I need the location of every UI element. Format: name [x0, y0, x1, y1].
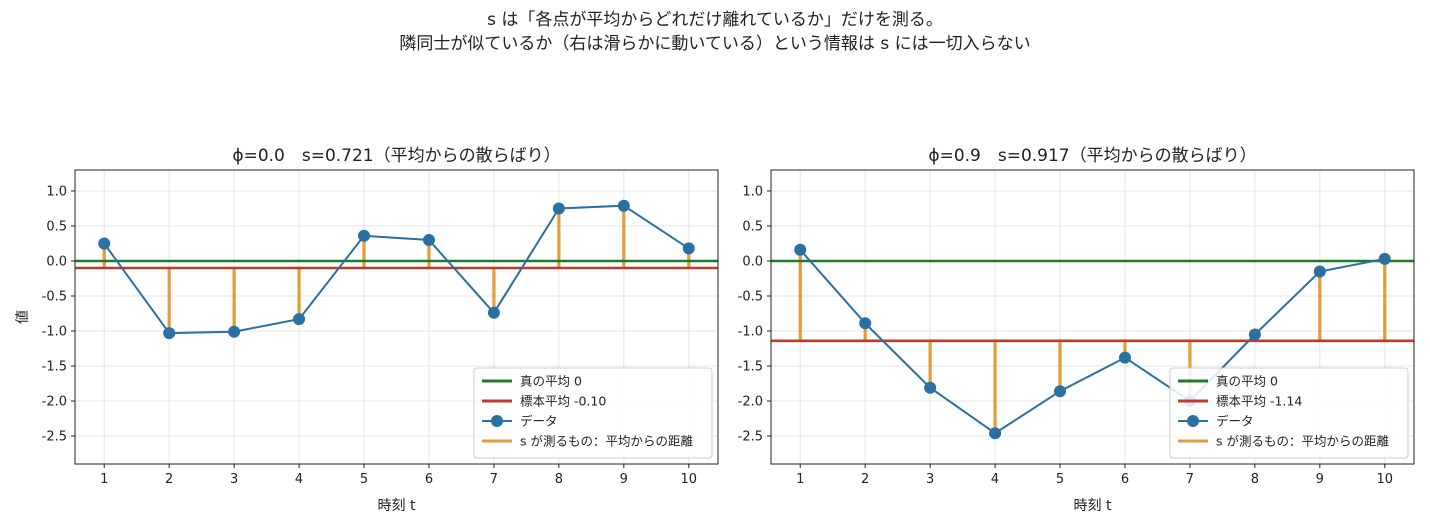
legend-entry-deviation-label: s が測るもの：平均からの距離: [520, 434, 693, 449]
y-tick-label: -2.5: [738, 430, 763, 445]
legend-entry-true-mean-label: 真の平均 0: [1216, 374, 1278, 389]
x-tick-label: 1: [100, 472, 108, 487]
x-tick-label: 5: [1056, 472, 1064, 487]
plot-frame: [74, 169, 719, 465]
y-tick-label: -2.5: [42, 430, 67, 445]
plot-area: [75, 199, 718, 340]
y-tick-label: 0.5: [742, 220, 763, 235]
x-tick-label: 3: [926, 472, 934, 487]
x-tick-label: 9: [620, 472, 628, 487]
legend-box: [473, 367, 713, 459]
y-tick-label: -2.0: [738, 395, 763, 410]
legend: 真の平均 0 標本平均 -1.14 データ s が測るもの：平均からの距離: [1169, 367, 1409, 459]
y-tick-label: 1.0: [742, 185, 763, 200]
data-point: [358, 229, 371, 242]
x-tick-label: 6: [1121, 472, 1129, 487]
data-point: [552, 202, 565, 215]
x-tick-label: 3: [230, 472, 238, 487]
legend-entry-deviation-label: s が測るもの：平均からの距離: [1216, 434, 1389, 449]
data-point: [487, 306, 500, 319]
chart-title: ϕ=0.9 s=0.917（平均からの散らばり）: [928, 146, 1256, 166]
legend-entry-sample-mean-label: 標本平均 -1.14: [1216, 394, 1302, 409]
data-point: [1054, 385, 1067, 398]
y-tick-label: -1.5: [42, 360, 67, 375]
x-tick-label: 8: [555, 472, 563, 487]
data-point: [617, 199, 630, 212]
data-point: [1313, 265, 1326, 278]
data-series-line: [799, 249, 1385, 435]
data-point: [989, 427, 1002, 440]
y-tick-label: -1.0: [738, 325, 763, 340]
legend-entry-true-mean-label: 真の平均 0: [520, 374, 582, 389]
x-tick-label: 2: [165, 472, 173, 487]
legend: 真の平均 0 標本平均 -0.10 データ s が測るもの：平均からの距離: [473, 367, 713, 459]
legend-marker: [491, 415, 503, 427]
figure-suptitle: s は「各点が平均からどれだけ離れているか」だけを測る。 隣同士が似ているか（右…: [0, 8, 1430, 56]
x-tick-label: 10: [680, 472, 697, 487]
y-tick-label: 0.5: [46, 220, 67, 235]
y-tick-label: -1.0: [42, 325, 67, 340]
x-tick-label: 7: [1186, 472, 1194, 487]
data-point: [163, 327, 176, 340]
x-tick-label: 8: [1251, 472, 1259, 487]
data-point: [228, 325, 241, 338]
legend-box: [1169, 367, 1409, 459]
data-point: [924, 381, 937, 394]
chart-panel-2: ϕ=0.9 s=0.917（平均からの散らばり） 1 2 3 4 5 6 7 8 9 10 1.0 0.…: [738, 146, 1415, 514]
x-axis-label: 時刻 t: [1074, 498, 1112, 514]
y-tick-label: 0.0: [742, 255, 763, 270]
plot-frame: [770, 169, 1415, 465]
x-tick-label: 4: [295, 472, 303, 487]
x-tick-label: 2: [861, 472, 869, 487]
suptitle-line-1: s は「各点が平均からどれだけ離れているか」だけを測る。: [487, 10, 943, 30]
x-tick-label: 6: [425, 472, 433, 487]
data-point: [98, 237, 111, 250]
x-tick-label: 4: [991, 472, 999, 487]
legend-entry-data-label: データ: [1216, 414, 1254, 429]
data-point: [1378, 252, 1391, 265]
legend-entry-data-label: データ: [520, 414, 558, 429]
y-tick-label: 1.0: [46, 185, 67, 200]
data-point: [1118, 351, 1131, 364]
chart-panel-1: ϕ=0.0 s=0.721（平均からの散らばり） 1 2 3 4 5 6 7 8 9 10 1.0 0.…: [15, 146, 719, 514]
x-tick-label: 9: [1316, 472, 1324, 487]
legend-marker: [1187, 415, 1199, 427]
y-axis-label: 値: [15, 310, 31, 324]
data-point: [422, 234, 435, 246]
legend-entry-sample-mean-label: 標本平均 -0.10: [520, 394, 606, 409]
data-point: [859, 317, 872, 330]
x-tick-label: 10: [1376, 472, 1393, 487]
data-point: [1248, 328, 1261, 341]
y-tick-label: -2.0: [42, 395, 67, 410]
data-point: [293, 313, 306, 326]
y-tick-label: -0.5: [42, 290, 67, 305]
y-tick-label: 0.0: [46, 255, 67, 270]
y-tick-label: -1.5: [738, 360, 763, 375]
x-tick-label: 5: [360, 472, 368, 487]
suptitle-line-2: 隣同士が似ているか（右は滑らかに動いている）という情報は s には一切入らない: [399, 34, 1031, 54]
data-point: [682, 242, 695, 255]
y-tick-label: -0.5: [738, 290, 763, 305]
data-point: [794, 243, 807, 256]
x-tick-label: 1: [796, 472, 804, 487]
data-series-line: [103, 204, 690, 335]
chart-title: ϕ=0.0 s=0.721（平均からの散らばり）: [232, 146, 560, 166]
x-axis-label: 時刻 t: [378, 498, 416, 514]
x-tick-label: 7: [490, 472, 498, 487]
